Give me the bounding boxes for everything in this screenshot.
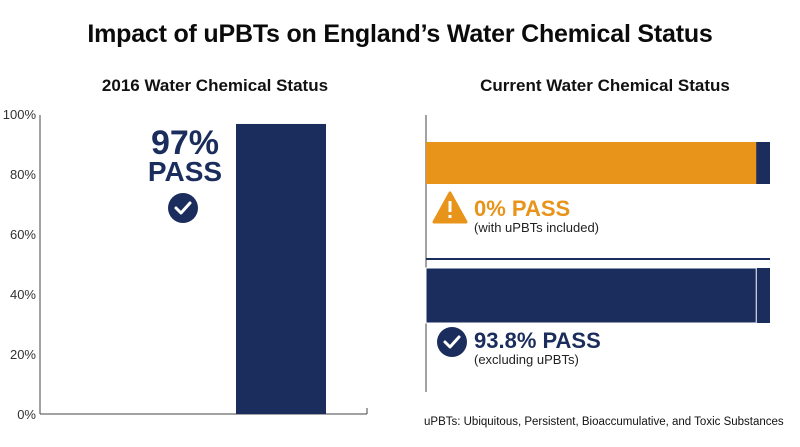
pass-label-excluding-upbts: 93.8% PASS bbox=[474, 328, 601, 353]
check-circle-icon bbox=[168, 193, 198, 223]
note-with-upbts: (with uPBTs included) bbox=[474, 220, 599, 235]
y-tick-label: 60% bbox=[9, 227, 36, 242]
check-circle-icon bbox=[437, 327, 467, 357]
y-tick-label: 100% bbox=[2, 107, 36, 122]
bar-2016-pass bbox=[236, 123, 326, 414]
warning-triangle-icon bbox=[432, 191, 468, 224]
left-chart-title: 2016 Water Chemical Status bbox=[101, 76, 329, 95]
y-tick-label: 80% bbox=[9, 167, 36, 182]
pass-status: PASS bbox=[147, 156, 223, 187]
pass-label-with-upbts: 0% PASS bbox=[474, 196, 570, 221]
right-chart-title: Current Water Chemical Status bbox=[480, 76, 730, 95]
pass-percentage: 97% bbox=[150, 124, 220, 162]
bar-excluding-upbts bbox=[425, 267, 757, 324]
bar-with-upbts bbox=[426, 142, 757, 184]
y-tick-label: 40% bbox=[9, 287, 36, 302]
page-title: Impact of uPBTs on England’s Water Chemi… bbox=[87, 20, 713, 48]
y-tick-label: 20% bbox=[9, 347, 36, 362]
footnote: uPBTs: Ubiquitous, Persistent, Bioaccumu… bbox=[424, 416, 784, 428]
note-excluding-upbts: (excluding uPBTs) bbox=[474, 352, 579, 367]
y-tick-label: 0% bbox=[17, 407, 36, 422]
